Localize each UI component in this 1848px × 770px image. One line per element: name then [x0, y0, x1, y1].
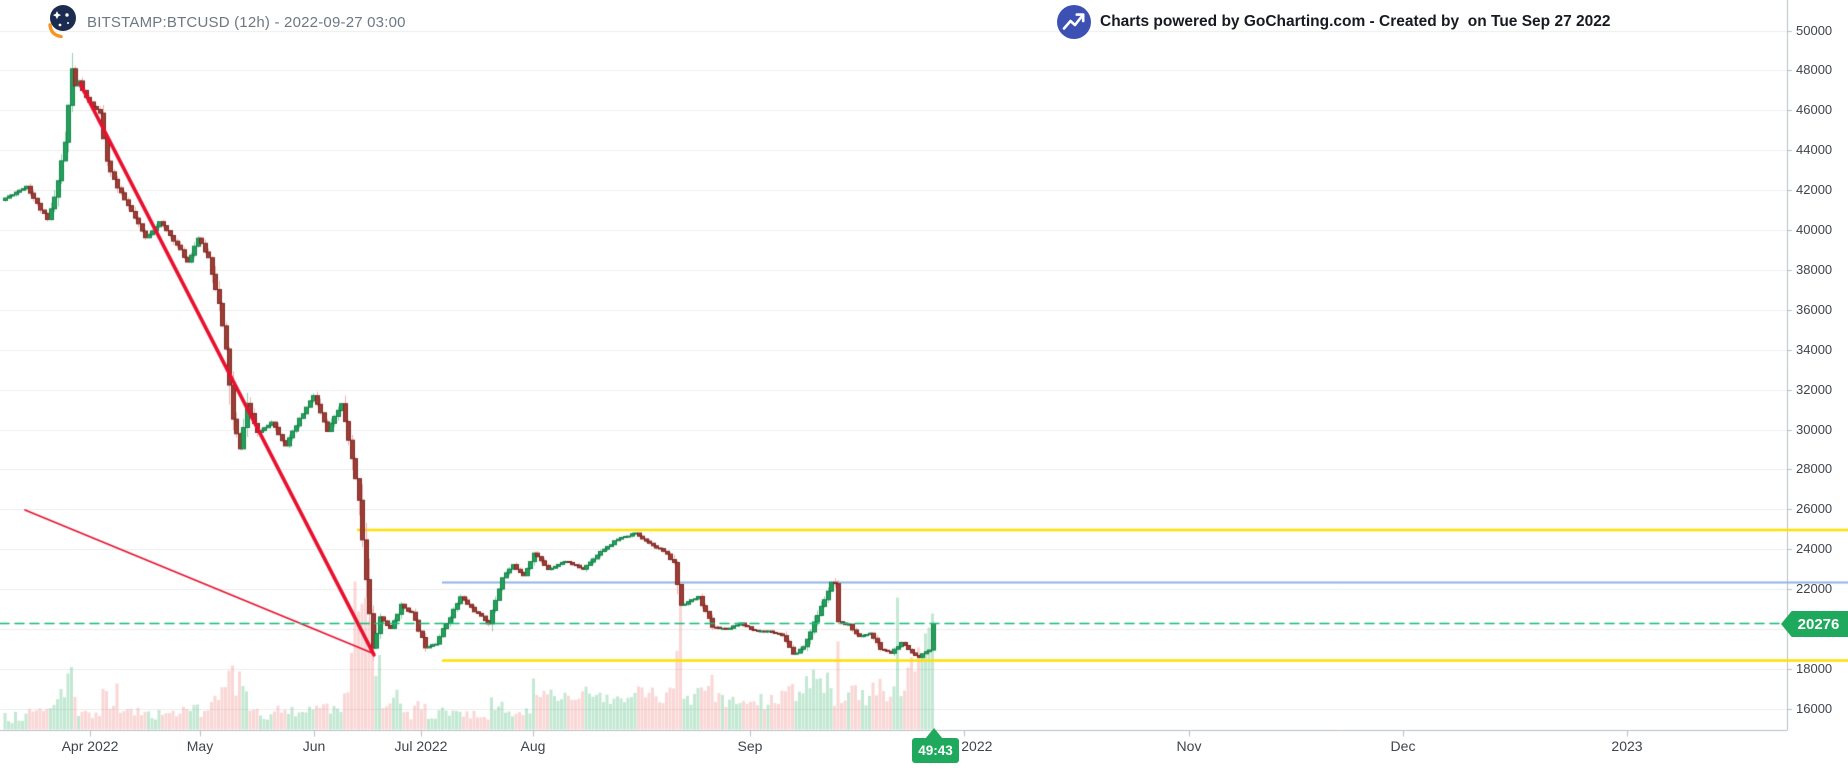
- time-axis-label: Jul 2022: [394, 738, 448, 754]
- price-axis-label: 48000: [1796, 62, 1833, 78]
- time-axis-label: Apr 2022: [61, 738, 119, 754]
- time-axis-label: 2023: [1611, 738, 1643, 754]
- price-axis-label: 22000: [1796, 581, 1833, 597]
- price-axis-label: 26000: [1796, 501, 1833, 517]
- countdown-pointer-icon: [925, 728, 943, 739]
- price-axis-label: 36000: [1796, 301, 1833, 317]
- price-axis-label: 24000: [1796, 541, 1833, 557]
- price-axis-label: 30000: [1796, 421, 1833, 437]
- time-axis-label: Nov: [1176, 738, 1202, 754]
- price-axis-label: 50000: [1796, 22, 1833, 38]
- countdown-badge: 49:43: [912, 727, 959, 764]
- price-axis-label: 34000: [1796, 341, 1833, 357]
- time-axis-label: Jun: [302, 738, 326, 754]
- time-axis-label: Sep: [737, 738, 763, 754]
- time-axis-label: Aug: [520, 738, 546, 754]
- price-axis-label: 16000: [1796, 700, 1833, 716]
- price-axis-label: 42000: [1796, 182, 1833, 198]
- price-axis-label: 40000: [1796, 222, 1833, 237]
- price-axis-label: 44000: [1796, 142, 1833, 158]
- price-axis-label: 38000: [1796, 261, 1833, 277]
- price-axis-label: 28000: [1796, 461, 1833, 477]
- price-axis-label: 32000: [1796, 381, 1833, 397]
- time-axis-label: Dec: [1390, 738, 1416, 754]
- last-price-badge: 20276: [1781, 611, 1848, 637]
- price-axis-label: 18000: [1796, 660, 1833, 676]
- price-axis-label: 46000: [1796, 102, 1833, 118]
- countdown-value: 49:43: [918, 743, 953, 758]
- time-axis-label: May: [186, 738, 214, 754]
- last-price-value: 20276: [1797, 615, 1840, 633]
